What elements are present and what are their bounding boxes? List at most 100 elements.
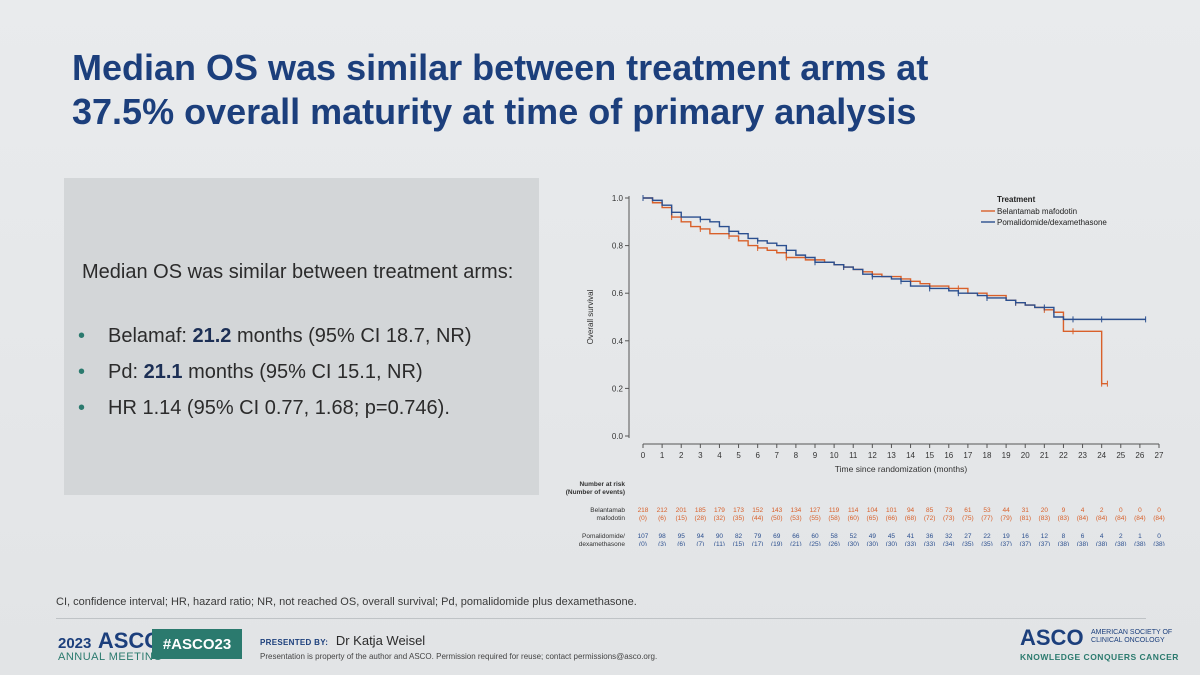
x-tick-label: 18	[983, 451, 992, 460]
y-tick-label: 0.6	[612, 289, 624, 298]
risk-at-risk-value: 58	[830, 533, 838, 540]
risk-at-risk-value: 0	[1157, 507, 1161, 514]
risk-at-risk-value: 82	[735, 533, 743, 540]
bullet-text: months (95% CI 18.7, NR)	[231, 325, 472, 347]
x-tick-label: 23	[1078, 451, 1087, 460]
risk-events-value: (7)	[696, 541, 704, 546]
x-tick-label: 15	[925, 451, 934, 460]
risk-events-value: (38)	[1096, 541, 1108, 546]
presented-by: PRESENTED BY: Dr Katja Weisel	[260, 633, 425, 648]
risk-at-risk-value: 152	[752, 507, 763, 514]
risk-at-risk-value: 12	[1041, 533, 1049, 540]
y-axis-label: Overall survival	[586, 289, 595, 344]
risk-at-risk-value: 212	[657, 507, 668, 514]
x-tick-label: 1	[660, 451, 665, 460]
risk-events-value: (17)	[752, 541, 764, 546]
risk-events-value: (53)	[790, 515, 802, 522]
chart-legend: Treatment Belantamab mafodotin Pomalidomid…	[981, 195, 1107, 227]
risk-events-value: (84)	[1096, 515, 1108, 522]
risk-events-value: (38)	[1153, 541, 1165, 546]
asco-society-logo: ASCO AMERICAN SOCIETY OF CLINICAL ONCOLO…	[1020, 625, 1179, 662]
risk-at-risk-value: 36	[926, 533, 934, 540]
risk-events-value: (83)	[1058, 515, 1070, 522]
risk-events-value: (55)	[809, 515, 821, 522]
risk-events-value: (37)	[1019, 541, 1031, 546]
risk-at-risk-value: 134	[790, 507, 801, 514]
risk-events-value: (3)	[658, 541, 666, 546]
risk-events-value: (84)	[1077, 515, 1089, 522]
risk-at-risk-value: 98	[658, 533, 666, 540]
asco-wordmark: ASCO	[97, 628, 162, 653]
x-tick-label: 25	[1116, 451, 1125, 460]
risk-events-value: (73)	[943, 515, 955, 522]
risk-events-value: (66)	[886, 515, 898, 522]
summary-bullet-pd: • Pd: 21.1 months (95% CI 15.1, NR)	[78, 354, 472, 390]
risk-events-value: (84)	[1134, 515, 1146, 522]
risk-events-value: (77)	[981, 515, 993, 522]
risk-events-value: (33)	[905, 541, 917, 546]
risk-events-value: (35)	[981, 541, 993, 546]
risk-at-risk-value: 79	[754, 533, 762, 540]
risk-at-risk-value: 19	[1002, 533, 1010, 540]
x-tick-label: 8	[794, 451, 799, 460]
risk-events-value: (15)	[733, 541, 745, 546]
x-tick-label: 11	[849, 451, 858, 460]
x-tick-label: 0	[641, 451, 646, 460]
x-tick-label: 13	[887, 451, 896, 460]
bullet-text: Belamaf:	[108, 325, 193, 347]
risk-at-risk-value: 2	[1100, 507, 1104, 514]
bullet-dot: •	[78, 397, 86, 419]
bullet-dot: •	[78, 361, 86, 383]
x-tick-label: 24	[1097, 451, 1106, 460]
society-name: AMERICAN SOCIETY OF CLINICAL ONCOLOGY	[1091, 629, 1173, 644]
risk-at-risk-value: 0	[1119, 507, 1123, 514]
legend-label: Belantamab mafodotin	[997, 207, 1077, 216]
bullet-bold-value: 21.2	[192, 325, 232, 347]
risk-at-risk-value: 173	[733, 507, 744, 514]
risk-at-risk-value: 95	[678, 533, 686, 540]
risk-events-value: (38)	[1058, 541, 1070, 546]
risk-at-risk-value: 41	[907, 533, 915, 540]
risk-row-label: Belantamab	[590, 507, 625, 514]
x-tick-label: 6	[755, 451, 760, 460]
risk-row-label: mafodotin	[596, 515, 625, 522]
asco-wordmark-right: ASCO	[1020, 625, 1084, 650]
risk-events-value: (38)	[1134, 541, 1146, 546]
risk-table-header: Number at risk	[579, 481, 625, 488]
risk-at-risk-value: 0	[1157, 533, 1161, 540]
risk-row-label: Pomalidomide/	[582, 533, 625, 540]
risk-at-risk-value: 179	[714, 507, 725, 514]
risk-at-risk-value: 49	[869, 533, 877, 540]
risk-at-risk-value: 201	[676, 507, 687, 514]
risk-at-risk-value: 53	[983, 507, 991, 514]
presented-by-label: PRESENTED BY:	[260, 638, 329, 647]
y-tick-label: 0.8	[612, 242, 624, 251]
risk-events-value: (21)	[790, 541, 802, 546]
risk-at-risk-value: 119	[829, 507, 840, 514]
x-tick-label: 14	[906, 451, 915, 460]
risk-events-value: (32)	[714, 515, 726, 522]
y-tick-label: 0.4	[612, 337, 624, 346]
asco-annual-meeting-logo: 2023 ASCO ANNUAL MEETING	[58, 628, 162, 663]
x-tick-label: 16	[944, 451, 953, 460]
risk-at-risk-value: 31	[1022, 507, 1030, 514]
risk-at-risk-value: 0	[1138, 507, 1142, 514]
risk-at-risk-value: 66	[792, 533, 800, 540]
risk-at-risk-value: 85	[926, 507, 934, 514]
summary-bullet-belamaf: • Belamaf: 21.2 months (95% CI 18.7, NR)	[78, 318, 472, 354]
risk-events-value: (26)	[828, 541, 840, 546]
series-line-1	[643, 197, 1146, 321]
risk-at-risk-value: 8	[1062, 533, 1066, 540]
km-chart-svg: 0.00.20.40.60.81.00 1 2 3 4 5 6 7 8 9 10 11 12 13 14 15…	[566, 194, 1165, 548]
x-tick-label: 2	[679, 451, 684, 460]
summary-box: Median OS was similar between treatment …	[64, 178, 539, 495]
risk-events-value: (37)	[1039, 541, 1051, 546]
risk-events-value: (60)	[847, 515, 859, 522]
risk-events-value: (34)	[943, 541, 955, 546]
risk-events-value: (50)	[771, 515, 783, 522]
risk-at-risk-value: 4	[1100, 533, 1104, 540]
risk-events-value: (38)	[1077, 541, 1089, 546]
risk-at-risk-value: 20	[1041, 507, 1049, 514]
risk-events-value: (30)	[886, 541, 898, 546]
risk-at-risk-value: 9	[1062, 507, 1066, 514]
